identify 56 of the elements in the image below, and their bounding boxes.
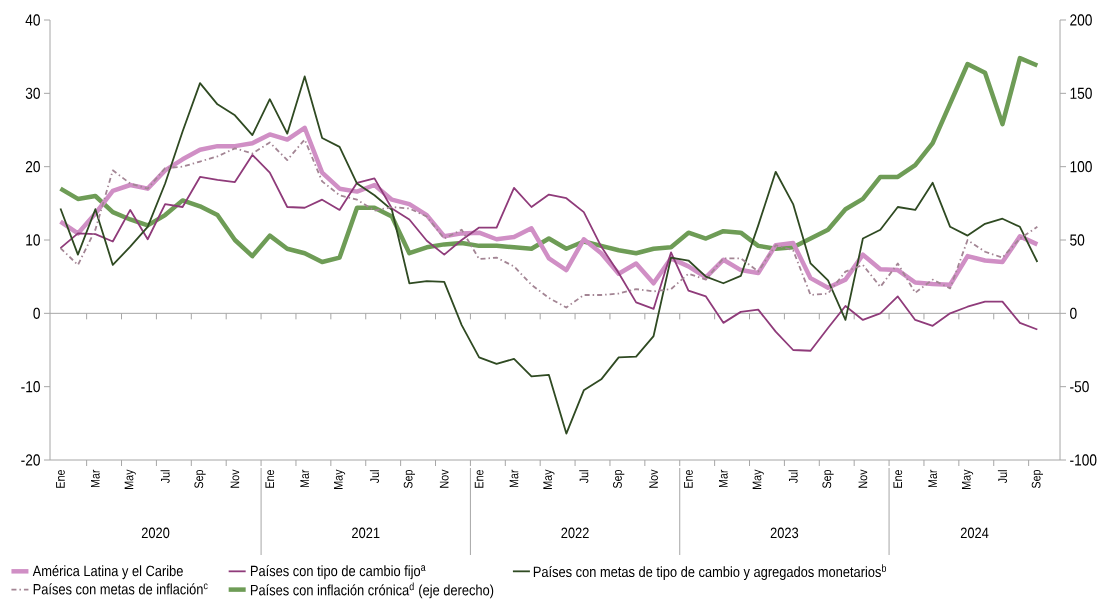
y-tick-label: 40 bbox=[25, 14, 40, 26]
x-tick-label: May bbox=[124, 469, 136, 489]
text: 2020 bbox=[141, 527, 170, 539]
x-tick-label: Ene bbox=[265, 469, 275, 488]
y2-tick-label: 200 bbox=[1070, 14, 1092, 26]
x-tick-label: Nov bbox=[649, 469, 658, 488]
text: 2023 bbox=[770, 527, 799, 539]
y2-tick-label: 100 bbox=[1070, 161, 1092, 173]
x-tick-label: Jul bbox=[369, 470, 380, 484]
legend-label: Países con metas de inflación$^{c}$ bbox=[33, 583, 208, 595]
y2-tick-label: 50 bbox=[1070, 234, 1085, 246]
x-tick-label: Sep bbox=[194, 469, 206, 489]
x-tick-label: Ene bbox=[474, 469, 484, 488]
y-tick-label: 0 bbox=[33, 307, 40, 319]
y2-tick-label: -100 bbox=[1070, 454, 1097, 466]
x-tick-label: Sep bbox=[403, 469, 415, 489]
x-tick-label: Nov bbox=[230, 469, 240, 488]
x-tick-label: May bbox=[752, 469, 764, 489]
x-tick-label: Nov bbox=[858, 469, 868, 488]
x-tick-label: Ene bbox=[56, 469, 65, 488]
y-tick-label: 30 bbox=[25, 87, 40, 99]
legend-label: América Latina y el Caribe bbox=[32, 565, 183, 580]
x-tick-label: Mar bbox=[91, 469, 100, 488]
x-tick-label: May bbox=[962, 469, 974, 489]
x-tick-label: Jul bbox=[160, 470, 170, 484]
x-tick-label: Ene bbox=[893, 469, 903, 488]
y-tick-label: -10 bbox=[21, 381, 40, 393]
x-tick-label: Mar bbox=[300, 469, 310, 488]
y-tick-label: 20 bbox=[25, 161, 40, 173]
y2-tick-label: 0 bbox=[1070, 307, 1077, 319]
y2-tick-label: -50 bbox=[1070, 381, 1089, 393]
y-tick-label: -20 bbox=[21, 454, 40, 466]
line-series bbox=[59, 75, 1039, 435]
x-tick-label: Jul bbox=[579, 470, 589, 484]
line-series bbox=[59, 138, 1039, 309]
legend-label: Países con tipo de cambio fijo$^{a}$ bbox=[250, 565, 426, 580]
legend-label: Países con metas de tipo de cambio y agregados monetarios$^{b}$ bbox=[533, 564, 887, 581]
text: 2022 bbox=[561, 527, 589, 539]
x-tick-label: Jul bbox=[997, 470, 1008, 484]
x-tick-label: Mar bbox=[719, 469, 728, 488]
x-tick-label: Mar bbox=[928, 469, 938, 488]
y2-tick-label: 150 bbox=[1070, 87, 1092, 99]
text: 2024 bbox=[960, 527, 989, 539]
x-tick-label: Sep bbox=[822, 469, 834, 489]
x-tick-label: Nov bbox=[439, 469, 449, 488]
x-tick-label: Ene bbox=[684, 469, 693, 488]
x-tick-label: May bbox=[543, 469, 555, 489]
x-tick-label: Jul bbox=[788, 470, 798, 484]
legend-label: Países con inflación crónica$^{d}$ (eje derecho) bbox=[250, 582, 494, 599]
line-series bbox=[59, 154, 1039, 352]
x-tick-label: May bbox=[334, 469, 346, 489]
x-tick-label: Mar bbox=[509, 469, 519, 488]
text: 2021 bbox=[352, 527, 380, 539]
y-tick-label: 10 bbox=[26, 234, 40, 246]
x-tick-label: Sep bbox=[613, 469, 625, 489]
x-tick-label: Sep bbox=[1031, 469, 1043, 489]
